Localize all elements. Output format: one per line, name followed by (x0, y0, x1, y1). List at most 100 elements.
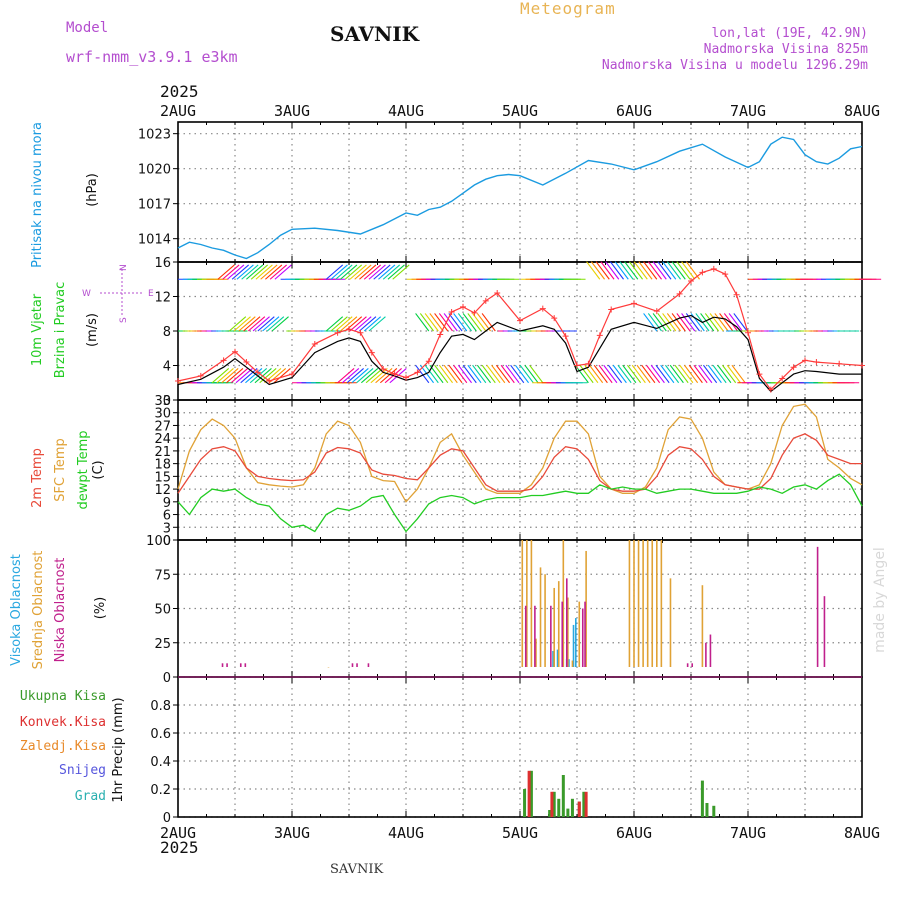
wind-arrow (359, 264, 377, 280)
wind-arrow (514, 364, 529, 384)
pressure-ylabel: (hPa) (85, 173, 100, 207)
wind-speed-line (177, 314, 862, 393)
wind-arrow (457, 364, 472, 384)
wind-arrow (660, 364, 675, 384)
wind-rose-icon: N S W E (82, 264, 154, 323)
wind-arrow (351, 368, 369, 384)
tick-label-y: 1014 (138, 233, 171, 248)
wind-arrow (240, 368, 258, 384)
wind-arrow (595, 261, 610, 280)
wind-arrow (337, 368, 355, 384)
precip-total-bar (548, 810, 552, 817)
temp-sfc-label: SFC Temp (53, 438, 68, 502)
tick-label-y: 50 (154, 603, 171, 618)
wind-arrow (676, 313, 691, 332)
wind-arrow (638, 261, 653, 280)
date-tick-bottom: 6AUG (616, 824, 652, 842)
wind-arrow (671, 261, 686, 280)
wind-arrow (273, 368, 291, 384)
wind-arrow (346, 368, 364, 384)
tick-label-y: 0.8 (150, 699, 171, 714)
date-tick-bottom: 5AUG (502, 824, 538, 842)
date-tick-top: 6AUG (616, 102, 652, 120)
wind-gust-marker (585, 360, 592, 367)
wind-arrow (472, 364, 487, 384)
wind-arrow (462, 313, 477, 332)
wind-arrow (250, 264, 269, 280)
wind-arrow (698, 364, 713, 384)
precip-total-bar (570, 798, 574, 817)
precip-total-bar (705, 803, 709, 817)
wind-arrow (728, 313, 743, 332)
wind-arrow (359, 316, 377, 332)
wind-arrow (619, 261, 634, 280)
wind-arrow (631, 364, 646, 384)
wind-arrow (707, 364, 722, 384)
wind-arrow (608, 364, 623, 384)
wind-arrow (379, 368, 398, 384)
cloud-low-label: Niska Oblacnost (53, 558, 68, 663)
panel-cloud_cover: 0 25 50 75 100 (146, 534, 863, 686)
wind-arrow (704, 313, 719, 332)
tick-label-y: 75 (154, 568, 171, 583)
model-label: Model (66, 20, 109, 36)
wind-gust-marker (243, 359, 250, 366)
wind-arrow (628, 261, 643, 280)
wind-arrow (614, 261, 629, 280)
wind-arrow (612, 364, 627, 384)
precip-conv-bar (584, 791, 588, 817)
wind-arrow (579, 364, 594, 384)
model-elevation-label: Nadmorska Visina u modelu 1296.29m (601, 58, 868, 73)
tick-label-y: 24 (154, 432, 171, 447)
wind-arrow (211, 368, 230, 384)
wind-arrow (641, 364, 656, 384)
wind-arrow (603, 364, 618, 384)
tick-label-y: 0 (163, 394, 171, 409)
wind-arrow (236, 264, 254, 280)
wind-arrow (252, 316, 270, 332)
year-label-bottom: 2025 (160, 838, 199, 857)
wind-arrow (262, 316, 280, 332)
wind-arrow (609, 261, 624, 280)
wind-arrow (415, 313, 430, 332)
wind-arrow (481, 364, 496, 384)
precip-conv-bar (550, 791, 554, 817)
wind-arrow (636, 364, 651, 384)
wind-arrow (495, 364, 510, 384)
wind-gust-marker (289, 371, 295, 378)
wind-arrow (255, 264, 273, 280)
station-title: SAVNIK (330, 22, 420, 46)
wind-gust-marker (346, 326, 352, 333)
wind-arrow (462, 364, 477, 384)
wind-gust-marker (254, 369, 261, 376)
wind-arrow (349, 264, 367, 280)
tick-label-y: 12 (154, 291, 171, 306)
wind-arrow (712, 364, 727, 384)
wind-arrow (363, 316, 382, 332)
wind-arrow (375, 368, 393, 384)
wind-arrow (688, 364, 703, 384)
wind-arrow (657, 313, 672, 332)
tick-label-y: 18 (154, 458, 171, 473)
wind-arrow (419, 313, 434, 332)
wind-arrow (274, 264, 292, 280)
wind-arrow (722, 364, 737, 384)
wind-arrow (269, 264, 288, 280)
wind-arrow (349, 316, 367, 332)
wind-arrow (368, 316, 386, 332)
wind-gust-marker (220, 357, 227, 364)
wind-subtitle: Brzina i Pravac (53, 282, 68, 379)
wind-arrow (438, 364, 453, 384)
wind-arrow (676, 261, 691, 280)
wind-arrow (325, 316, 344, 332)
cloud-high-label: Visoka Oblacnost (9, 554, 24, 666)
wind-arrow (370, 368, 388, 384)
wind-gust-marker (357, 329, 364, 336)
date-tick-bottom: 2AUG (160, 824, 196, 842)
wind-arrow (266, 316, 285, 332)
wind-arrow (476, 313, 491, 332)
wind-arrow (245, 368, 263, 384)
wind-arrow (243, 316, 261, 332)
wind-arrow (652, 261, 667, 280)
